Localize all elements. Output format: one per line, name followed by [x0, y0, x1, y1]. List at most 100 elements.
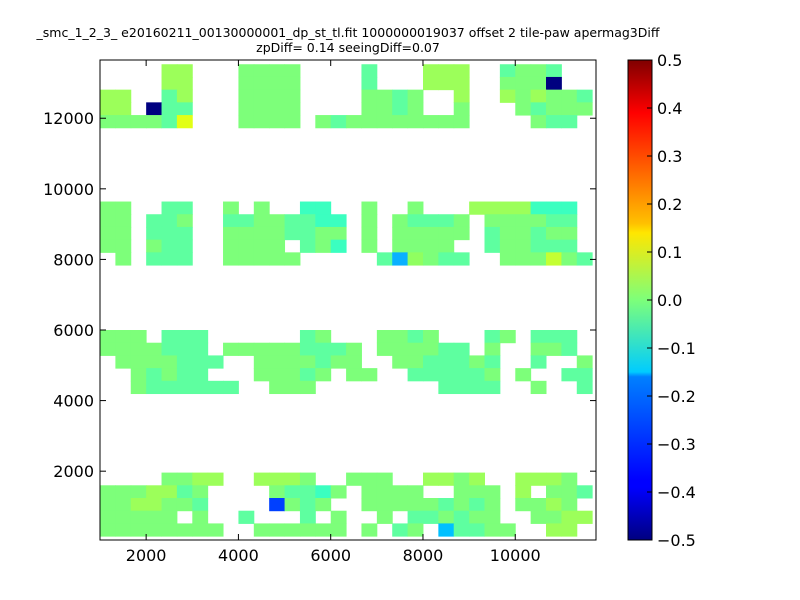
- heatmap-cell: [453, 214, 470, 228]
- heatmap-cell: [438, 355, 455, 369]
- heatmap-cell: [546, 239, 562, 253]
- heatmap-cell: [561, 115, 578, 129]
- heatmap-cell: [146, 252, 163, 266]
- colorbar-tick-label: 0.5: [657, 51, 682, 70]
- heatmap-cell: [161, 252, 178, 266]
- heatmap-cell: [146, 226, 163, 241]
- heatmap-cell: [146, 523, 163, 537]
- heatmap-cell: [315, 201, 332, 215]
- heatmap-cell: [515, 226, 532, 241]
- colorbar-tick: 0.0: [647, 291, 682, 310]
- heatmap-cell: [423, 472, 439, 486]
- heatmap-cell: [161, 342, 178, 356]
- heatmap-cell: [176, 115, 193, 129]
- heatmap-cell: [392, 252, 409, 266]
- heatmap-cell: [484, 239, 501, 253]
- heatmap-cell: [392, 239, 409, 253]
- heatmap-cell: [299, 523, 316, 537]
- x-tick: 2000: [126, 60, 166, 565]
- heatmap-cell: [161, 226, 178, 241]
- colorbar-tick: 0.3: [647, 147, 682, 166]
- heatmap-cell: [546, 510, 562, 524]
- heatmap-cell: [253, 226, 270, 241]
- heatmap-cell: [192, 510, 209, 524]
- heatmap-cell: [484, 368, 501, 382]
- colorbar-tick: −0.5: [647, 531, 696, 550]
- heatmap-cell: [484, 510, 501, 524]
- heatmap-cell: [238, 226, 255, 241]
- heatmap-cell: [561, 214, 578, 228]
- heatmap-cell: [346, 368, 362, 382]
- heatmap-cell: [100, 115, 116, 129]
- heatmap-cell: [423, 252, 439, 266]
- y-tick: 10000: [43, 180, 596, 199]
- heatmap-cell: [515, 239, 532, 253]
- heatmap-cell: [115, 102, 132, 116]
- heatmap-cell: [176, 380, 193, 395]
- heatmap-cell: [453, 102, 470, 116]
- heatmap-cell: [530, 355, 547, 369]
- heatmap-cell: [238, 510, 255, 524]
- heatmap-cell: [499, 89, 516, 103]
- heatmap-cell: [330, 342, 347, 356]
- heatmap-cell: [515, 368, 532, 382]
- heatmap-cell: [238, 76, 255, 91]
- heatmap-cell: [269, 89, 286, 103]
- heatmap-cell: [161, 472, 178, 486]
- heatmap-cell: [392, 102, 409, 116]
- heatmap-cell: [407, 342, 424, 356]
- heatmap-cell: [146, 239, 163, 253]
- y-axis: 2000 4000 6000 8000 10000 12000: [43, 109, 596, 481]
- heatmap-cell: [238, 252, 255, 266]
- heatmap-cell: [284, 485, 301, 499]
- heatmap-cell: [546, 76, 562, 91]
- heatmap-cell: [176, 239, 193, 253]
- heatmap-cell: [515, 201, 532, 215]
- heatmap-cell: [253, 239, 270, 253]
- colorbar-axis: 0.5 0.4 0.3 0.2 0.1 0.0 −0.1 −0.2 −0.3 −0.4 −0.5: [647, 51, 696, 550]
- colorbar-tick-label: −0.3: [657, 435, 696, 454]
- heatmap-cell: [576, 510, 593, 524]
- heatmap-cell: [161, 214, 178, 228]
- heatmap-cell: [269, 226, 286, 241]
- heatmap-cell: [223, 342, 239, 356]
- heatmap-cell: [469, 510, 485, 524]
- heatmap-cell: [438, 368, 455, 382]
- heatmap-cell: [115, 214, 132, 228]
- heatmap-cell: [376, 102, 393, 116]
- heatmap-cell: [253, 115, 270, 129]
- colorbar-tick: 0.4: [647, 99, 682, 118]
- heatmap-cell: [207, 523, 224, 537]
- heatmap-cell: [453, 226, 470, 241]
- heatmap-cell: [315, 355, 332, 369]
- heatmap-cell: [423, 226, 439, 241]
- heatmap-cell: [361, 64, 378, 78]
- heatmap-cell: [253, 368, 270, 382]
- heatmap-cell: [484, 380, 501, 395]
- heatmap-cell: [299, 498, 316, 512]
- heatmap-cell: [576, 252, 593, 266]
- heatmap-cell: [361, 214, 378, 228]
- heatmap-cell: [499, 330, 516, 344]
- heatmap-cell: [284, 380, 301, 395]
- heatmap-cell: [361, 201, 378, 215]
- heatmap-cell: [130, 380, 147, 395]
- heatmap-cell: [269, 64, 286, 78]
- heatmap-cell: [346, 115, 362, 129]
- heatmap-cell: [453, 115, 470, 129]
- heatmap-cell: [176, 498, 193, 512]
- heatmap-cell: [161, 64, 178, 78]
- y-tick-label: 6000: [53, 321, 94, 340]
- heatmap-cell: [530, 115, 547, 129]
- heatmap-cell: [546, 102, 562, 116]
- heatmap-cell: [561, 239, 578, 253]
- heatmap-cell: [284, 355, 301, 369]
- heatmap-cell: [407, 523, 424, 537]
- heatmap-cell: [100, 226, 116, 241]
- heatmap-cell: [284, 64, 301, 78]
- heatmap-cell: [284, 498, 301, 512]
- heatmap-cell: [407, 355, 424, 369]
- heatmap-cell: [253, 201, 270, 215]
- heatmap-cell: [499, 523, 516, 537]
- heatmap-cell: [361, 498, 378, 512]
